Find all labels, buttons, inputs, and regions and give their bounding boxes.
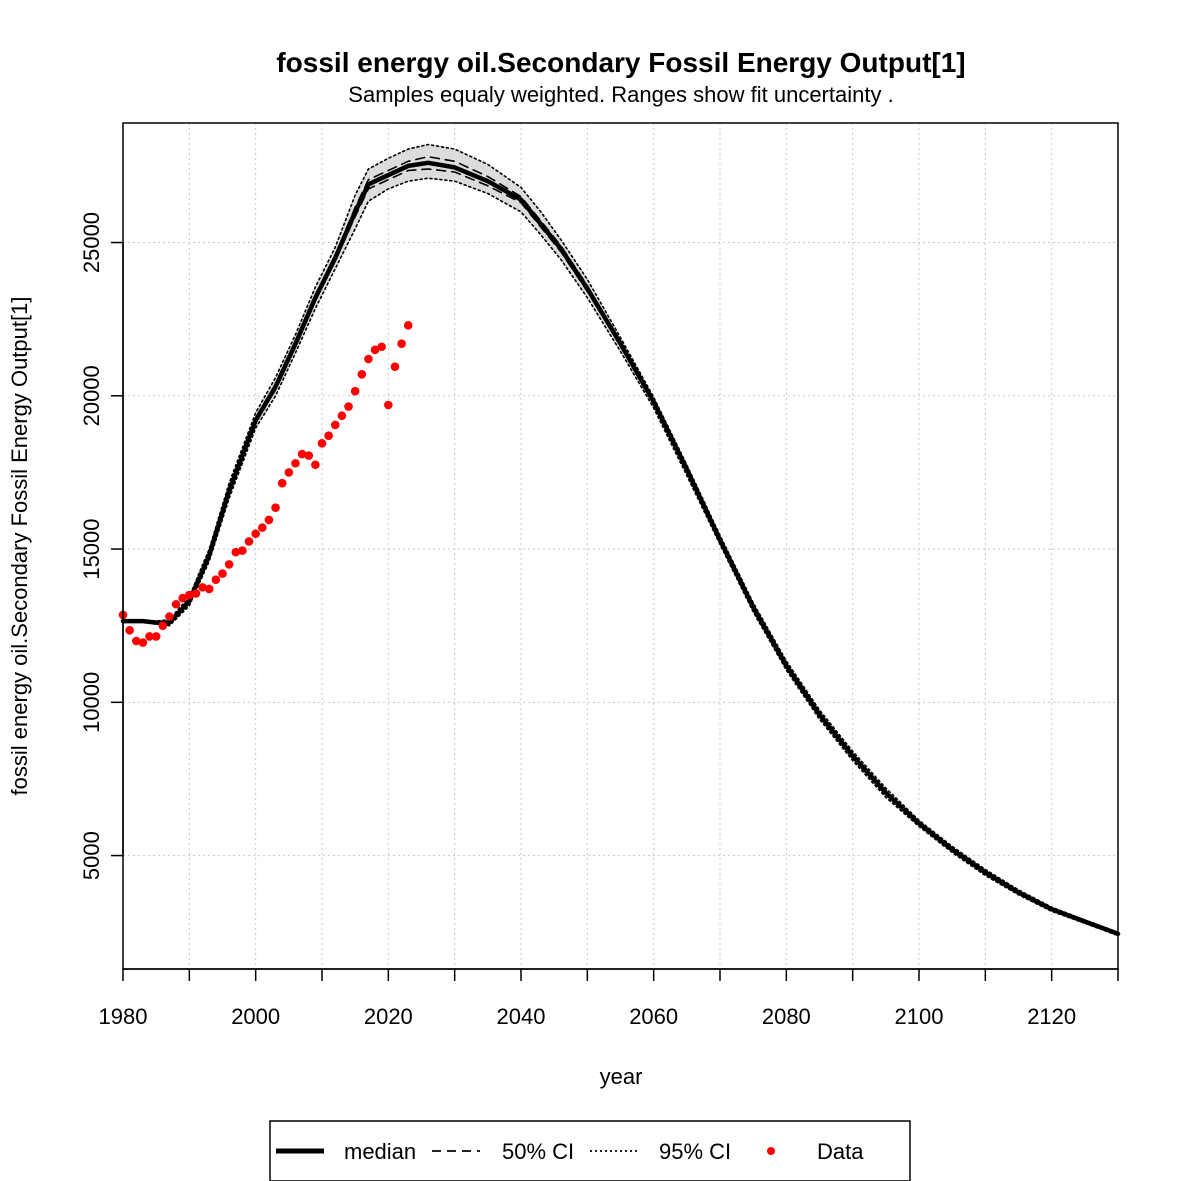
legend-data-swatch <box>767 1147 775 1155</box>
median-line <box>120 160 1121 937</box>
data-point <box>344 402 353 411</box>
ci95-upper-line <box>122 143 1119 933</box>
data-point <box>165 612 174 621</box>
ci50-upper-line <box>122 155 1119 934</box>
series-lines <box>120 143 1121 937</box>
data-point <box>297 449 307 459</box>
data-point <box>384 400 393 410</box>
x-tick-label: 2020 <box>364 1004 413 1029</box>
data-point <box>251 529 260 539</box>
legend-median-label: median <box>344 1139 416 1164</box>
data-point <box>224 560 234 569</box>
data-point <box>171 599 181 609</box>
x-axis-label: year <box>600 1064 643 1089</box>
x-tick-label: 1980 <box>99 1004 148 1029</box>
x-tick-label: 2040 <box>497 1004 546 1029</box>
plot-frame <box>122 122 1119 970</box>
data-point <box>191 589 201 598</box>
data-points <box>118 321 413 647</box>
x-tick-label: 2080 <box>762 1004 811 1029</box>
chart-title: fossil energy oil.Secondary Fossil Energ… <box>276 47 965 78</box>
data-point <box>258 523 267 532</box>
data-point <box>138 638 148 647</box>
x-tick-label: 2120 <box>1027 1004 1076 1029</box>
y-axis: 5000 10000 15000 20000 25000 <box>79 212 124 880</box>
x-tick-label: 2060 <box>629 1004 678 1029</box>
data-point <box>304 451 314 460</box>
data-point <box>158 621 168 630</box>
legend-ci95-label: 95% CI <box>659 1139 731 1164</box>
data-point <box>403 321 413 330</box>
data-point <box>198 583 207 592</box>
data-point <box>264 515 274 525</box>
data-point <box>244 537 254 546</box>
ci95-band <box>123 144 1118 936</box>
ci50-lower-line <box>122 168 1119 936</box>
data-point <box>377 342 387 352</box>
data-point <box>271 503 280 512</box>
y-tick-label: 25000 <box>79 212 104 273</box>
y-tick-label: 5000 <box>79 831 104 880</box>
data-point <box>337 411 347 421</box>
data-point <box>185 590 194 600</box>
data-point <box>151 632 161 641</box>
data-point <box>125 625 134 635</box>
data-point <box>218 569 227 578</box>
data-point <box>145 632 154 641</box>
data-point <box>211 575 221 585</box>
y-tick-label: 20000 <box>79 365 104 426</box>
x-tick-label: 2100 <box>895 1004 944 1029</box>
data-point <box>370 345 380 355</box>
legend: median 50% CI 95% CI Data <box>269 1120 911 1181</box>
data-point <box>364 354 373 364</box>
chart-subtitle: Samples equaly weighted. Ranges show fit… <box>348 82 893 107</box>
legend-data-label: Data <box>817 1139 864 1164</box>
x-axis: 1980 2000 2020 2040 2060 2080 2100 2120 <box>99 968 1119 1029</box>
grid <box>123 123 1118 969</box>
data-point <box>390 362 400 371</box>
data-point <box>204 584 214 594</box>
data-point <box>330 420 340 430</box>
data-point <box>350 386 360 396</box>
y-tick-label: 15000 <box>79 518 104 579</box>
ci95-lower-line <box>122 177 1119 937</box>
data-point <box>284 468 294 477</box>
data-point <box>357 370 367 379</box>
data-point <box>311 460 320 470</box>
data-point <box>317 439 327 448</box>
data-point <box>397 339 406 348</box>
data-point <box>324 431 333 440</box>
data-point <box>231 547 241 557</box>
y-tick-label: 10000 <box>79 672 104 733</box>
data-point <box>238 546 247 555</box>
data-point <box>291 458 300 468</box>
ci95-band-area <box>123 144 1118 936</box>
data-point <box>178 593 187 603</box>
legend-ci50-label: 50% CI <box>502 1139 574 1164</box>
data-point <box>277 478 287 488</box>
y-axis-label: fossil energy oil.Secondary Fossil Energ… <box>7 297 32 796</box>
x-tick-label: 2000 <box>231 1004 280 1029</box>
data-point <box>131 636 141 646</box>
